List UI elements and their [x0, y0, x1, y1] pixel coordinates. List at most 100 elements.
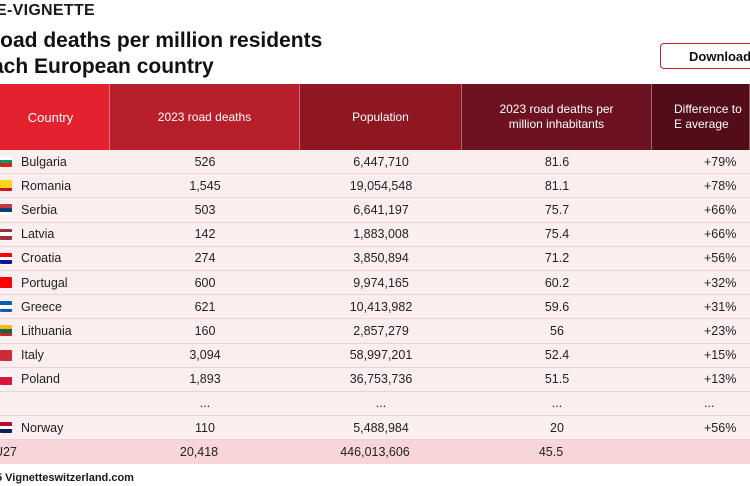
country-cell: Norway	[0, 421, 110, 435]
country-name: Lithuania	[21, 323, 72, 338]
country-name: Croatia	[21, 251, 62, 266]
difference-cell: +66%	[704, 202, 737, 217]
deaths-cell: 274	[194, 251, 216, 266]
deaths-cell: 526	[194, 154, 216, 169]
difference-cell: ...	[704, 396, 715, 411]
population-cell: 1,883,008	[353, 227, 409, 242]
deaths-cell: 3,094	[189, 348, 221, 363]
population-cell: 9,974,165	[353, 275, 409, 290]
population-cell: 2,857,279	[353, 323, 409, 338]
country-name: Italy	[21, 348, 44, 363]
country-cell: Italy	[0, 348, 110, 362]
country-cell: Latvia	[0, 227, 110, 241]
table-row: ............	[0, 392, 750, 417]
table-row: Serbia 503 6,641,197 75.7 +66%	[0, 198, 750, 223]
per-million-cell: ...	[551, 396, 563, 411]
title-line-2: ach European country	[0, 55, 214, 78]
country-cell: Romania	[0, 179, 110, 193]
table-row: Croatia 274 3,850,894 71.2 +56%	[0, 247, 750, 271]
population-cell: 6,447,710	[353, 154, 409, 169]
per-million-cell: 51.5	[544, 372, 570, 387]
country-cell: Greece	[0, 300, 110, 314]
deaths-cell: ...	[199, 396, 211, 411]
table-header: Country 2023 road deaths Population 2023…	[0, 84, 750, 150]
difference-cell: +79%	[704, 154, 737, 169]
per-million-cell: 75.7	[544, 202, 570, 217]
flag-icon	[0, 422, 12, 434]
country-name: Serbia	[21, 202, 58, 217]
population-cell: ...	[375, 396, 387, 411]
per-million-cell: 20	[550, 420, 564, 435]
column-header-difference-label: Difference to E average	[674, 102, 742, 131]
column-header-difference[interactable]: Difference to E average	[652, 84, 750, 150]
brand-logo-text: E-VIGNETTE	[0, 2, 96, 19]
population-cell: 58,997,201	[349, 348, 413, 363]
total-row: U27 20,418 446,013,606 45.5	[0, 440, 750, 465]
population-cell: 19,054,548	[349, 178, 413, 193]
difference-cell: +23%	[704, 323, 737, 338]
column-header-deaths[interactable]: 2023 road deaths	[110, 84, 300, 150]
country-cell: Bulgaria	[0, 155, 110, 169]
deaths-cell: 1,893	[189, 372, 221, 387]
flag-icon	[0, 325, 12, 337]
country-cell: Serbia	[0, 203, 110, 217]
deaths-cell: 621	[194, 299, 216, 314]
flag-icon	[0, 301, 12, 313]
country-name: Norway	[21, 420, 64, 435]
difference-cell: +15%	[704, 348, 737, 363]
table-row: Norway 110 5,488,984 20 +56%	[0, 416, 750, 441]
flag-icon	[0, 156, 12, 168]
table-row: Romania 1,545 19,054,548 81.1 +78%	[0, 174, 750, 199]
column-header-population[interactable]: Population	[300, 84, 462, 150]
difference-cell: +13%	[704, 372, 737, 387]
country-name: Poland	[21, 372, 60, 387]
population-cell: 6,641,197	[353, 202, 409, 217]
difference-cell: +78%	[704, 178, 737, 193]
per-million-cell: 81.1	[544, 178, 570, 193]
download-button[interactable]: Download	[660, 43, 750, 69]
per-million-cell: 52.4	[544, 348, 570, 363]
difference-cell: +56%	[704, 251, 737, 266]
flag-icon	[0, 252, 12, 264]
deaths-cell: 142	[194, 227, 216, 242]
difference-cell: +31%	[704, 299, 737, 314]
country-cell: Portugal	[0, 276, 110, 290]
table-row: Bulgaria 526 6,447,710 81.6 +79%	[0, 150, 750, 175]
country-cell: Croatia	[0, 251, 110, 265]
page-title: road deaths per million residents ach Eu…	[0, 28, 322, 80]
country-name: Bulgaria	[21, 154, 67, 169]
flag-icon	[0, 349, 12, 361]
flag-icon	[0, 277, 12, 288]
country-name: Greece	[21, 299, 62, 314]
deaths-cell: 1,545	[189, 178, 221, 193]
per-million-cell: 59.6	[544, 299, 570, 314]
flag-icon	[0, 373, 12, 385]
total-per-million: 45.5	[538, 445, 564, 460]
table-row: Greece 621 10,413,982 59.6 +31%	[0, 295, 750, 320]
per-million-cell: 56	[550, 323, 564, 338]
total-population: 446,013,606	[340, 445, 410, 460]
table-body: Bulgaria 526 6,447,710 81.6 +79% Romania 1,545…	[0, 150, 750, 465]
road-deaths-table: Country 2023 road deaths Population 2023…	[0, 84, 750, 465]
country-cell: Lithuania	[0, 324, 110, 338]
flag-icon	[0, 180, 12, 192]
country-name: Latvia	[21, 227, 55, 242]
total-deaths: 20,418	[179, 445, 219, 460]
country-name: Portugal	[21, 275, 68, 290]
total-label: U27	[0, 445, 17, 460]
column-header-per-million[interactable]: 2023 road deaths per million inhabitants	[462, 84, 652, 150]
difference-cell: +32%	[704, 275, 737, 290]
difference-cell: +66%	[704, 227, 737, 242]
title-line-1: road deaths per million residents	[0, 29, 323, 52]
population-cell: 5,488,984	[353, 420, 409, 435]
population-cell: 3,850,894	[353, 251, 409, 266]
flag-icon	[0, 228, 12, 240]
per-million-cell: 60.2	[544, 275, 570, 290]
column-header-country[interactable]: Country	[0, 84, 110, 150]
population-cell: 10,413,982	[349, 299, 413, 314]
deaths-cell: 600	[194, 275, 216, 290]
population-cell: 36,753,736	[349, 372, 413, 387]
per-million-cell: 75.4	[544, 227, 570, 242]
difference-cell: +56%	[704, 420, 737, 435]
table-row: Lithuania 160 2,857,279 56 +23%	[0, 319, 750, 344]
